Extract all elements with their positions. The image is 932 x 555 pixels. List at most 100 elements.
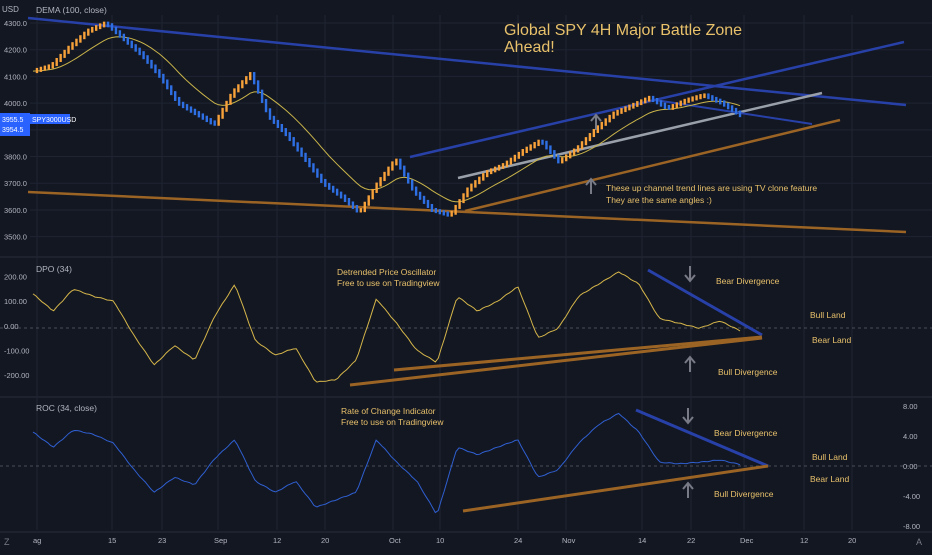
- price-candle: [624, 106, 627, 113]
- price-candle: [470, 183, 473, 192]
- price-candle: [482, 173, 485, 181]
- dpo-bear-divergence-line[interactable]: [647, 268, 763, 337]
- x-tick: 23: [158, 536, 166, 545]
- price-candle: [683, 98, 686, 105]
- roc-y-tick: -8.00: [903, 522, 920, 531]
- price-candle: [331, 185, 335, 193]
- dpo-annotation-line2: Free to use on Tradingview: [337, 278, 440, 288]
- price-candle: [659, 100, 663, 107]
- lower-support-trendline[interactable]: [27, 190, 907, 234]
- price-candle: [142, 51, 145, 60]
- price-candle: [241, 80, 244, 89]
- roc-bear-divergence-line[interactable]: [635, 408, 769, 468]
- price-candle: [655, 97, 659, 105]
- price-candle: [158, 69, 161, 78]
- channel-note-line1: These up channel trend lines are using T…: [606, 183, 817, 193]
- dpo-bull-land-label: Bull Land: [810, 310, 846, 320]
- x-tick: Oct: [389, 536, 402, 545]
- price-candle: [221, 107, 224, 119]
- price-candle: [383, 171, 386, 182]
- price-candle: [486, 170, 489, 178]
- roc-line: [32, 412, 741, 514]
- up-arrow-icon: [590, 113, 602, 130]
- roc-indicator-label[interactable]: ROC (34, close): [36, 403, 97, 413]
- price-candle: [493, 166, 497, 173]
- price-candle: [632, 102, 635, 109]
- price-y-tick: 3500.0: [4, 233, 27, 242]
- price-candle: [391, 161, 394, 171]
- price-candle: [568, 151, 572, 159]
- price-candle: [738, 110, 742, 118]
- price-candle: [604, 118, 607, 126]
- price-candle: [272, 115, 276, 124]
- upper-descending-trendline[interactable]: [27, 16, 907, 107]
- dpo-indicator-label[interactable]: DPO (34): [36, 264, 72, 274]
- price-candle: [561, 157, 564, 164]
- channel-lower-line[interactable]: [464, 118, 841, 213]
- price-candles: [35, 21, 742, 217]
- price-candle: [478, 176, 481, 185]
- price-candle: [114, 26, 118, 35]
- price-candle: [691, 96, 694, 102]
- price-candle: [545, 140, 548, 150]
- up-arrow-icon: [682, 481, 694, 498]
- price-candle: [509, 157, 513, 165]
- price-candle: [715, 96, 718, 103]
- price-candle: [517, 151, 521, 159]
- price-candle: [572, 148, 576, 156]
- price-candle: [63, 49, 66, 58]
- price-candle: [193, 108, 197, 116]
- price-candle: [355, 204, 359, 213]
- price-candle: [177, 96, 181, 106]
- price-candle: [256, 80, 260, 94]
- dema-indicator-label[interactable]: DEMA (100, close): [36, 5, 107, 15]
- price-badge[interactable]: 3955.5 3954.5 SPY3000USD: [0, 113, 76, 136]
- price-candle: [237, 84, 240, 93]
- price-candle: [403, 165, 406, 177]
- price-candle: [276, 119, 280, 128]
- price-candle: [703, 93, 706, 99]
- x-tick: 24: [514, 536, 522, 545]
- timezone-icon[interactable]: Z: [4, 537, 10, 547]
- price-candle: [130, 40, 133, 49]
- price-candle: [110, 23, 114, 31]
- price-candle: [438, 209, 442, 215]
- price-candle: [185, 104, 189, 111]
- price-candle: [458, 199, 461, 209]
- price-candle: [371, 188, 374, 200]
- price-y-tick: 4200.0: [4, 46, 27, 55]
- price-candle: [106, 21, 110, 28]
- price-candle: [134, 44, 137, 52]
- price-candle: [55, 57, 58, 67]
- price-candle: [375, 182, 378, 193]
- arrow-icons: [585, 113, 696, 498]
- x-tick: ag: [33, 536, 41, 545]
- roc-bull-divergence-line[interactable]: [462, 464, 769, 513]
- price-candle: [150, 59, 153, 69]
- price-candle: [79, 35, 82, 43]
- auto-scale-toggle[interactable]: A: [916, 537, 922, 547]
- price-candle: [533, 142, 536, 149]
- symbol-badge-label: SPY3000USD: [32, 117, 76, 124]
- dpo-bull-divergence-label: Bull Divergence: [718, 367, 778, 377]
- x-tick: 15: [108, 536, 116, 545]
- dpo-bull-divergence-line-upper[interactable]: [393, 335, 763, 372]
- price-candle: [91, 26, 94, 33]
- price-candle: [414, 186, 418, 196]
- price-candle: [719, 98, 722, 105]
- price-candle: [245, 76, 248, 85]
- price-candle: [592, 128, 596, 138]
- dpo-y-tick: 0.00: [4, 322, 19, 331]
- channel-mid-line[interactable]: [457, 91, 823, 180]
- x-tick: 12: [800, 536, 808, 545]
- price-y-tick: 3800.0: [4, 153, 27, 162]
- dpo-y-tick: 200.00: [4, 273, 27, 282]
- price-candle: [730, 105, 734, 112]
- price-candle: [454, 204, 457, 215]
- price-candle: [284, 128, 287, 137]
- price-candle: [667, 104, 671, 110]
- chart-title-line2: Ahead!: [504, 39, 555, 56]
- dpo-bull-divergence-line-lower[interactable]: [349, 336, 763, 387]
- roc-annotation-line2: Free to use on Tradingview: [341, 417, 444, 427]
